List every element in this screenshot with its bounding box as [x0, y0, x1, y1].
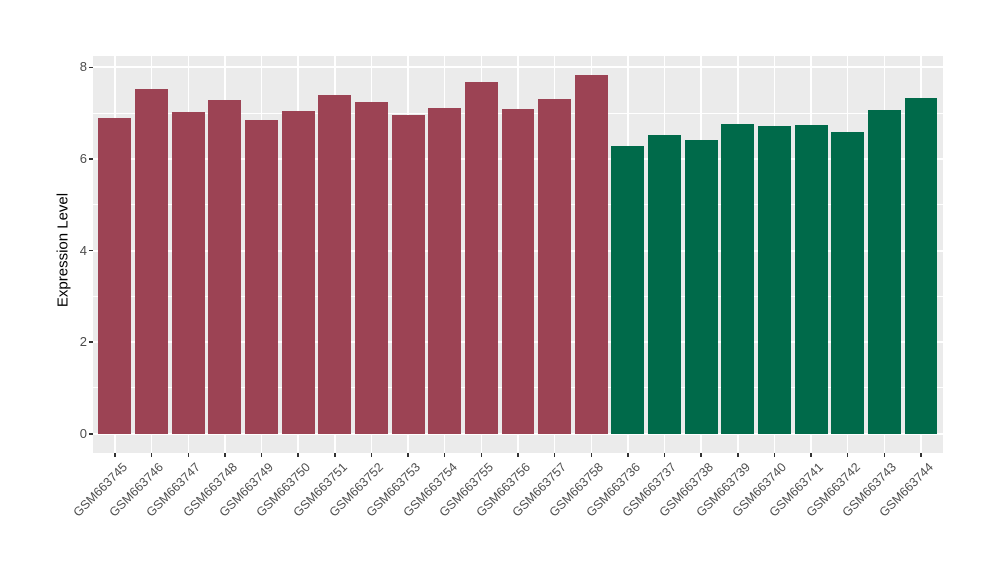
y-tick-label: 8 — [79, 59, 87, 75]
x-tick-mark — [517, 453, 519, 457]
bar — [501, 108, 535, 434]
bar — [245, 119, 279, 434]
bar — [648, 134, 682, 434]
x-tick-mark — [297, 453, 299, 457]
y-tick-label: 6 — [79, 151, 87, 167]
x-tick-mark — [150, 453, 153, 457]
x-tick-mark — [187, 453, 189, 457]
y-tick-mark — [89, 341, 93, 343]
bar — [684, 139, 718, 434]
bar — [318, 94, 352, 434]
y-tick-label: 2 — [79, 334, 87, 350]
x-tick-mark — [810, 453, 812, 457]
x-tick-mark — [553, 453, 556, 457]
y-tick-label: 0 — [79, 425, 87, 441]
x-tick-mark — [407, 453, 409, 457]
x-tick-mark — [883, 453, 886, 457]
x-tick-mark — [114, 453, 116, 457]
y-tick-label: 4 — [79, 242, 87, 258]
x-tick-mark — [480, 453, 483, 457]
y-tick-mark — [89, 249, 93, 252]
x-tick-mark — [443, 453, 446, 457]
bar — [757, 125, 791, 434]
x-tick-mark — [334, 453, 336, 457]
bar — [611, 146, 645, 434]
x-tick-mark — [370, 453, 373, 457]
x-tick-mark — [737, 453, 739, 457]
x-tick-mark — [260, 453, 263, 457]
bar — [391, 114, 425, 434]
bar — [831, 132, 865, 434]
bar — [428, 107, 462, 434]
bar — [171, 112, 205, 434]
bar — [867, 110, 901, 434]
bar — [538, 99, 572, 434]
x-tick-mark — [846, 453, 849, 457]
bar — [98, 117, 132, 434]
bar — [354, 102, 388, 434]
bar — [281, 111, 315, 434]
y-tick-mark — [89, 66, 93, 69]
x-tick-mark — [700, 453, 702, 457]
plot-panel — [93, 56, 943, 453]
x-tick-mark — [224, 453, 226, 457]
x-tick-mark — [590, 453, 593, 457]
x-tick-mark — [773, 453, 776, 457]
bar — [721, 123, 755, 434]
x-tick-mark — [663, 453, 666, 457]
bar — [464, 81, 498, 434]
bar — [574, 74, 608, 434]
y-axis-title: Expression Level — [54, 192, 72, 308]
y-tick-mark — [89, 433, 93, 435]
y-tick-mark — [89, 158, 93, 160]
bar — [135, 89, 169, 434]
x-tick-mark — [627, 453, 629, 457]
bar — [208, 99, 242, 434]
bar — [904, 97, 938, 434]
x-tick-mark — [920, 453, 922, 457]
bar — [794, 125, 828, 434]
